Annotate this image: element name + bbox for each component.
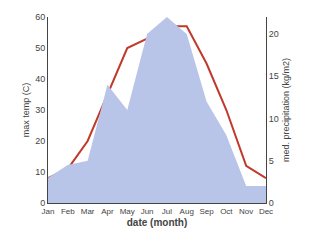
- svg-text:20: 20: [35, 136, 45, 146]
- svg-text:Apr: Apr: [101, 207, 114, 216]
- svg-text:date (month): date (month): [127, 217, 188, 228]
- svg-text:30: 30: [35, 105, 45, 115]
- svg-text:60: 60: [35, 12, 45, 22]
- svg-text:May: May: [120, 207, 135, 216]
- svg-text:20: 20: [269, 29, 279, 39]
- svg-text:Aug: Aug: [180, 207, 194, 216]
- svg-text:Sep: Sep: [199, 207, 214, 216]
- svg-text:40: 40: [35, 74, 45, 84]
- svg-text:Jul: Jul: [162, 207, 172, 216]
- svg-text:Nov: Nov: [239, 207, 253, 216]
- svg-text:Mar: Mar: [81, 207, 95, 216]
- svg-text:Oct: Oct: [220, 207, 233, 216]
- svg-text:10: 10: [35, 167, 45, 177]
- svg-text:0: 0: [40, 198, 45, 208]
- svg-text:max temp (C): max temp (C): [21, 83, 31, 138]
- svg-text:50: 50: [35, 43, 45, 53]
- svg-text:med. precipitation (kg/m2): med. precipitation (kg/m2): [281, 58, 291, 162]
- svg-text:Feb: Feb: [61, 207, 75, 216]
- svg-text:Jan: Jan: [42, 207, 55, 216]
- svg-text:Jun: Jun: [141, 207, 154, 216]
- svg-text:15: 15: [269, 71, 279, 81]
- svg-text:0: 0: [269, 198, 274, 208]
- svg-text:10: 10: [269, 114, 279, 124]
- svg-text:Dec: Dec: [259, 207, 273, 216]
- svg-text:5: 5: [269, 156, 274, 166]
